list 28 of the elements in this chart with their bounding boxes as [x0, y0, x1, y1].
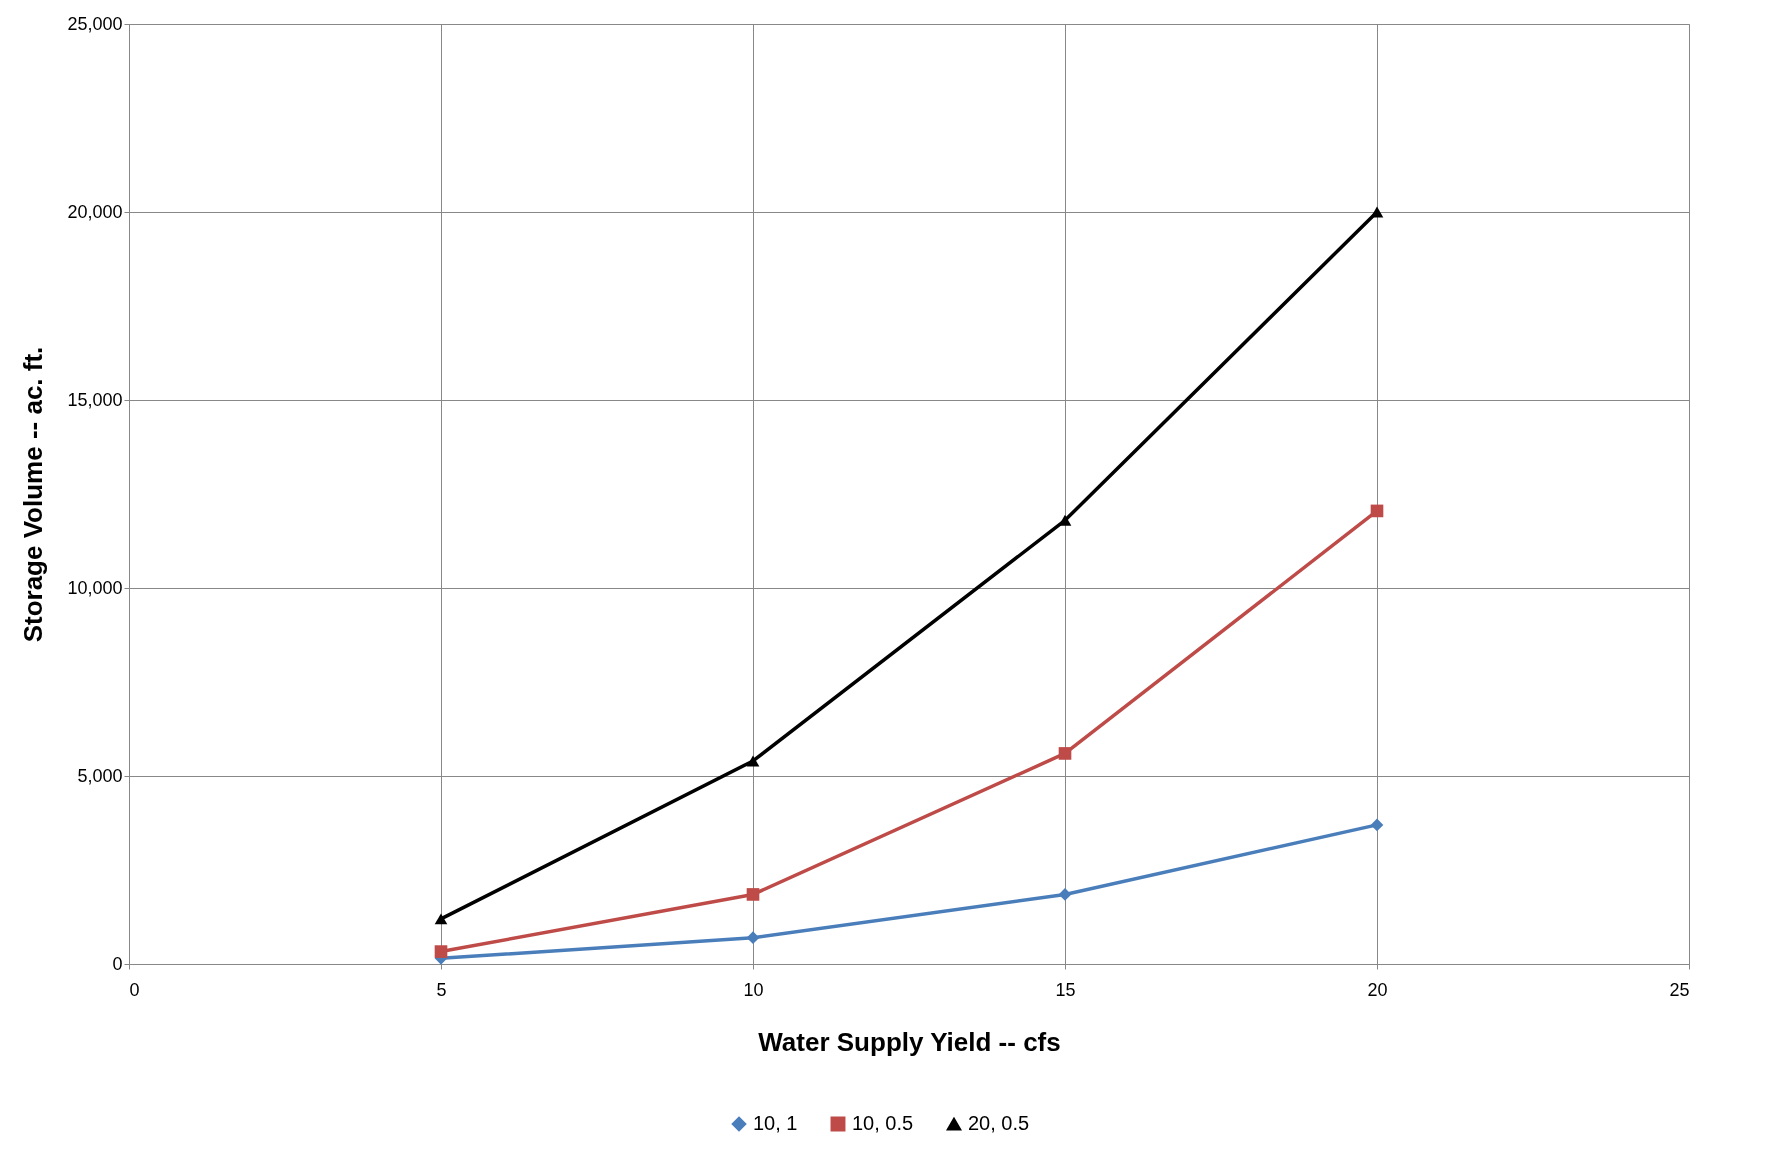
- y-tick-label: 15,000: [67, 389, 123, 410]
- x-tick-label: 0: [129, 979, 140, 1000]
- point: [1370, 504, 1384, 518]
- point: [1058, 514, 1072, 526]
- legend-label: 10, 0.5: [852, 1112, 914, 1134]
- point: [1058, 747, 1072, 760]
- point: [434, 945, 448, 958]
- y-tick-label: 5,000: [77, 765, 123, 786]
- point: [434, 913, 448, 925]
- point: [1370, 818, 1384, 832]
- x-tick-label: 20: [1367, 979, 1388, 1000]
- x-axis-title: Water Supply Yield -- cfs: [758, 1026, 1061, 1057]
- legend-label: 20, 0.5: [968, 1112, 1030, 1134]
- x-tick-label: 10: [743, 979, 764, 1000]
- point: [1370, 206, 1384, 218]
- x-tick-label: 5: [436, 979, 447, 1000]
- point: [746, 888, 760, 901]
- y-tick-label: 20,000: [67, 201, 123, 222]
- x-tick-label: 15: [1055, 979, 1076, 1000]
- y-tick-label: 10,000: [67, 577, 123, 598]
- point: [1058, 888, 1072, 901]
- legend-label: 10, 1: [753, 1112, 798, 1134]
- y-tick-label: 0: [112, 953, 123, 974]
- point: [746, 755, 760, 767]
- x-tick-label: 25: [1669, 979, 1690, 1000]
- point: [746, 931, 760, 944]
- y-tick-label: 25,000: [67, 13, 123, 34]
- y-axis-title: Storage Volume -- ac. ft.: [18, 346, 49, 643]
